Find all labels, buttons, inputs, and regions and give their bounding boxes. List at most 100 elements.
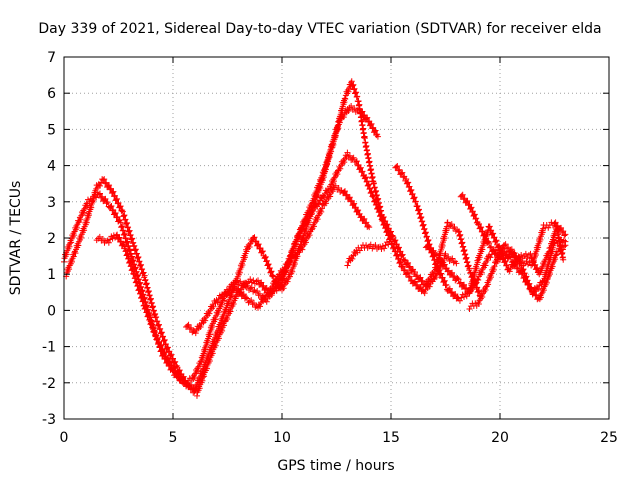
x-tick-label: 0 — [60, 430, 69, 446]
data-point — [364, 178, 371, 185]
data-point — [293, 253, 300, 260]
data-point — [130, 271, 137, 278]
data-point — [196, 385, 203, 392]
data-point — [525, 281, 532, 288]
data-point — [268, 287, 275, 294]
data-point — [481, 231, 488, 238]
data-point — [167, 352, 174, 359]
data-point — [469, 286, 476, 293]
data-point — [298, 226, 305, 233]
data-point — [438, 275, 445, 282]
data-point — [209, 350, 216, 357]
data-point — [160, 350, 167, 357]
data-point — [484, 257, 491, 264]
data-point — [191, 374, 198, 381]
data-point — [128, 267, 135, 274]
data-point — [139, 265, 146, 272]
data-point — [167, 362, 174, 369]
data-point — [390, 244, 397, 251]
data-point — [314, 216, 321, 223]
data-point — [186, 375, 193, 382]
data-point — [359, 168, 366, 175]
data-point — [328, 148, 335, 155]
data-point — [132, 246, 139, 253]
data-point — [251, 234, 258, 241]
data-point — [461, 195, 468, 202]
data-point — [143, 308, 150, 315]
data-point — [156, 321, 163, 328]
data-point — [491, 246, 498, 253]
data-point — [118, 223, 125, 230]
data-point — [520, 275, 527, 282]
data-point — [449, 255, 456, 262]
data-point — [444, 219, 451, 226]
y-axis-label: SDTVAR / TECUs — [8, 181, 24, 296]
data-point — [170, 365, 177, 372]
data-point — [280, 275, 287, 282]
data-point — [146, 316, 153, 323]
data-point — [512, 252, 519, 259]
data-point — [181, 379, 188, 386]
data-point — [379, 215, 386, 222]
data-point — [135, 254, 142, 261]
data-point — [521, 274, 528, 281]
data-point — [396, 166, 403, 173]
data-point — [296, 249, 303, 256]
x-tick-label: 15 — [382, 430, 400, 446]
data-point — [96, 190, 103, 197]
data-point — [139, 298, 146, 305]
data-point — [111, 193, 118, 200]
data-point — [447, 290, 454, 297]
data-point — [553, 223, 560, 230]
data-point — [98, 194, 105, 201]
data-point — [523, 258, 530, 265]
data-point — [246, 298, 253, 305]
data-point — [125, 255, 132, 262]
data-point — [437, 259, 444, 266]
data-point — [151, 327, 158, 334]
data-point — [315, 184, 322, 191]
data-point — [278, 283, 285, 290]
data-point — [185, 383, 192, 390]
data-point — [270, 273, 277, 280]
data-point — [268, 268, 275, 275]
data-point — [560, 256, 567, 263]
data-point — [380, 214, 387, 221]
data-point — [394, 245, 401, 252]
data-point — [447, 256, 454, 263]
data-point — [405, 274, 412, 281]
data-point — [346, 152, 353, 159]
data-point — [433, 252, 440, 259]
data-point — [476, 287, 483, 294]
data-point — [482, 287, 489, 294]
data-point — [114, 195, 121, 202]
data-point — [475, 221, 482, 228]
data-point — [218, 301, 225, 308]
data-point — [429, 248, 436, 255]
data-point — [259, 248, 266, 255]
data-point — [340, 114, 347, 121]
data-point — [292, 241, 299, 248]
data-point — [392, 237, 399, 244]
data-point — [101, 196, 108, 203]
data-point — [345, 195, 352, 202]
data-point — [408, 186, 415, 193]
data-point — [487, 254, 494, 261]
data-point — [393, 252, 400, 259]
data-point — [161, 336, 168, 343]
data-point — [455, 276, 462, 283]
data-point — [518, 259, 525, 266]
data-point — [318, 176, 325, 183]
data-point — [232, 295, 239, 302]
data-point — [492, 251, 499, 258]
data-point — [187, 386, 194, 393]
data-point — [80, 209, 87, 216]
data-point — [411, 278, 418, 285]
data-point — [426, 278, 433, 285]
data-point — [73, 224, 80, 231]
data-point — [497, 256, 503, 263]
data-point — [262, 253, 269, 260]
data-point — [157, 342, 164, 349]
data-point — [206, 310, 213, 317]
data-point — [464, 197, 471, 204]
